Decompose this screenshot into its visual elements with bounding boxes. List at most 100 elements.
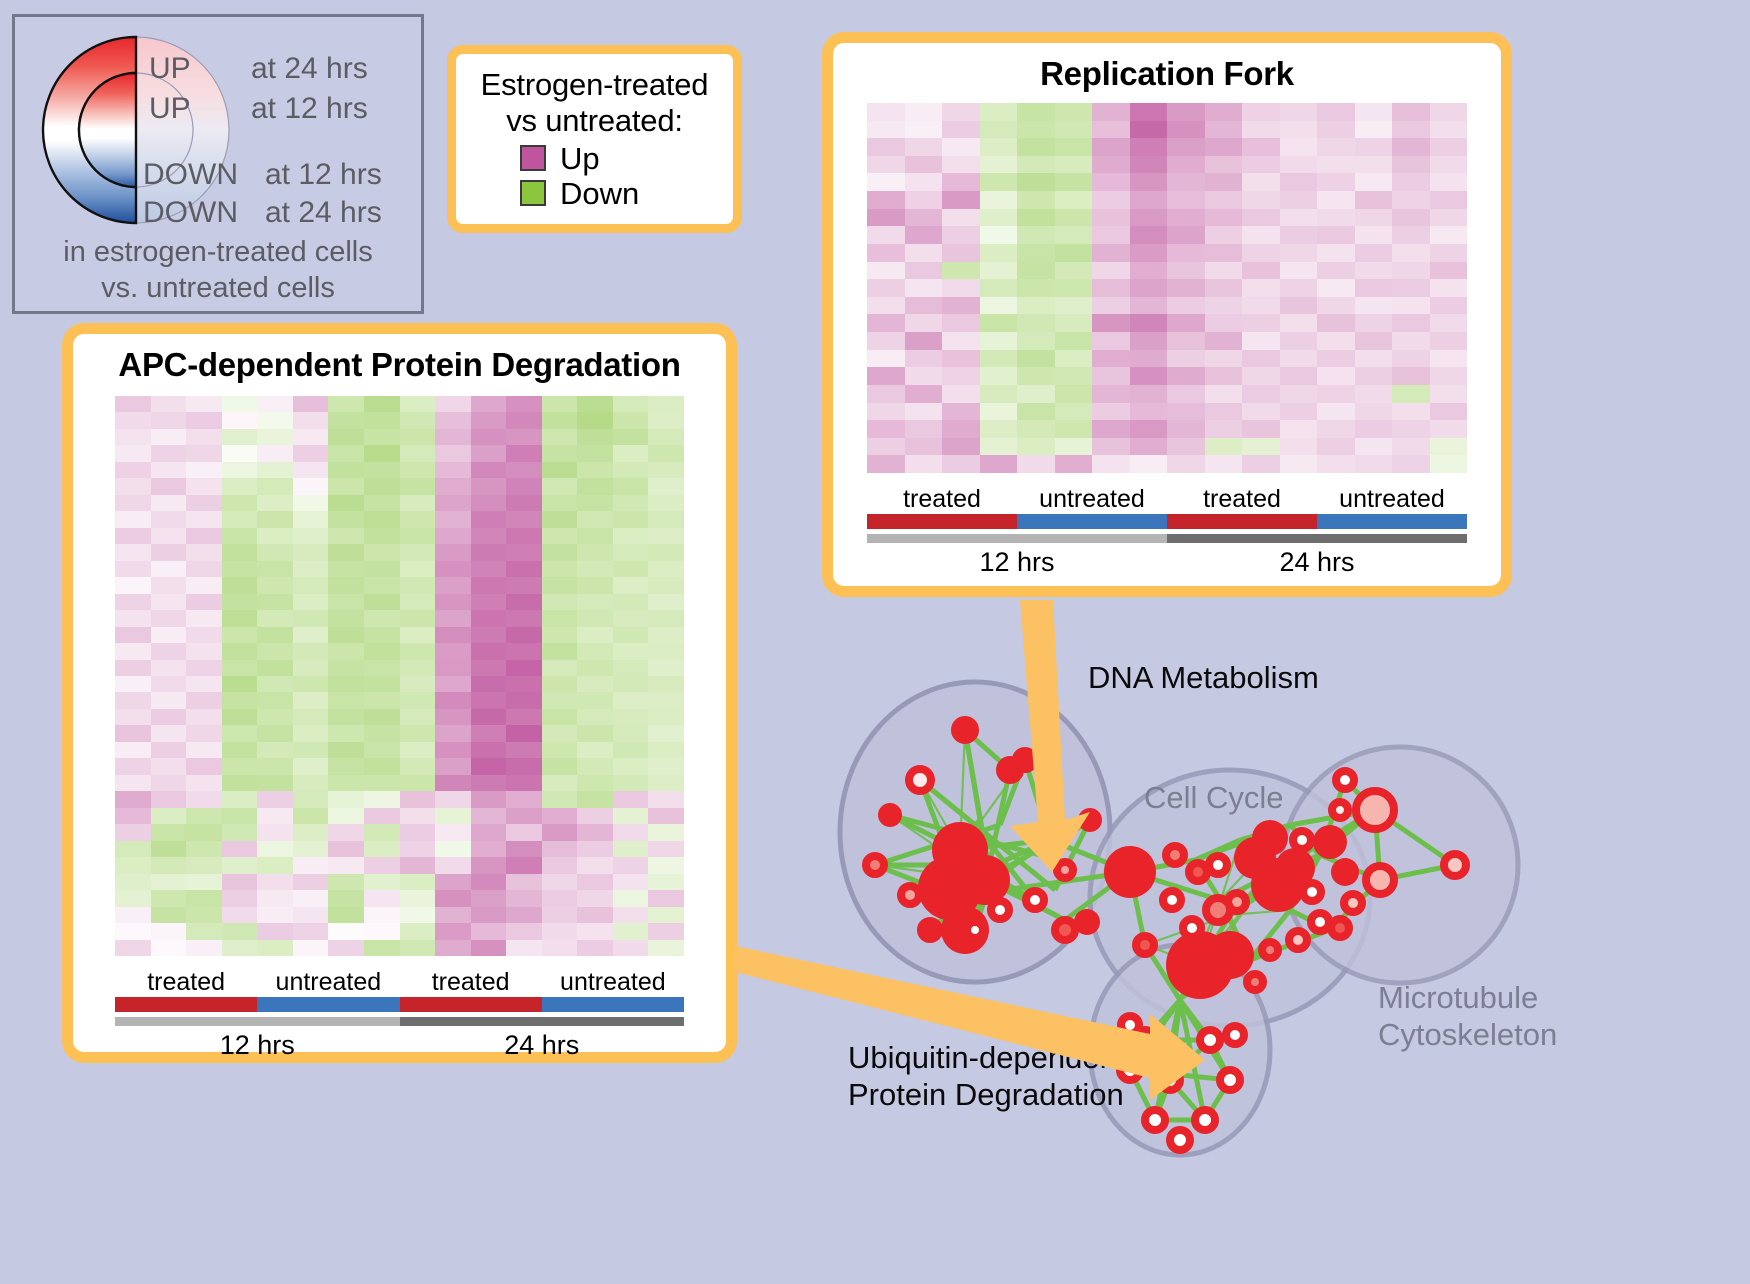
heatmap-cell	[577, 824, 613, 841]
heatmap-cell	[1129, 261, 1167, 280]
heatmap-cell	[506, 741, 542, 759]
time-colorbar-replication-fork	[867, 534, 1467, 543]
condition-colorbar-apc	[115, 997, 684, 1012]
heatmap-cell	[979, 243, 1017, 262]
heatmap-cell	[506, 758, 542, 775]
heatmap-cell	[257, 428, 293, 446]
heatmap-cell	[1392, 191, 1430, 209]
heatmap-cell	[1392, 420, 1430, 438]
heatmap-cell	[399, 692, 436, 709]
heatmap-cell	[1392, 173, 1430, 192]
heatmap-cell	[328, 511, 364, 528]
heatmap-cell	[942, 120, 980, 139]
heatmap-cell	[221, 676, 258, 693]
key-label-up-24: UP	[149, 52, 191, 85]
heatmap-cell	[363, 840, 400, 858]
heatmap-cell	[363, 560, 400, 578]
heatmap-cell	[150, 461, 187, 479]
heatmap-cell	[1429, 402, 1467, 421]
heatmap-cell	[292, 494, 329, 512]
cond-label-1: untreated	[275, 968, 382, 996]
heatmap-cell	[115, 527, 151, 545]
heatmap-cell	[363, 676, 400, 693]
heatmap-cell	[612, 824, 649, 841]
heatmap-cell	[506, 428, 542, 446]
heatmap-cell	[541, 873, 578, 891]
heatmap-cell	[257, 511, 293, 528]
heatmap-cell	[257, 527, 293, 545]
heatmap-cell	[328, 758, 364, 775]
heatmap-cell	[648, 676, 684, 693]
heatmap-cell	[257, 725, 293, 742]
heatmap-cell	[612, 676, 649, 693]
heatmap-cell	[1317, 155, 1355, 174]
key-time-down-12: at 12 hrs	[265, 158, 382, 191]
heatmap-cell	[541, 396, 578, 413]
heatmap-cell	[1354, 420, 1392, 438]
key-time-up-24: at 24 hrs	[251, 52, 368, 85]
heatmap-cell	[1129, 349, 1167, 368]
heatmap-cell	[577, 560, 613, 578]
heatmap-cell	[1392, 226, 1430, 244]
heatmap-cell	[979, 208, 1017, 227]
heatmap-cell	[1092, 261, 1130, 280]
heatmap-cell	[648, 890, 684, 907]
heatmap-cell	[115, 478, 151, 495]
heatmap-cell	[1204, 455, 1242, 473]
heatmap-cell	[257, 906, 293, 924]
heatmap-cell	[1354, 155, 1392, 174]
heatmap-cell	[506, 840, 542, 858]
heatmap-cell	[435, 791, 471, 808]
heatmap-cell	[115, 774, 151, 792]
heatmap-cell	[257, 857, 293, 874]
heatmap-cell	[506, 494, 542, 512]
time-labels-apc: 12 hrs 24 hrs	[115, 1030, 684, 1061]
heatmap-cell	[1204, 155, 1242, 174]
condition-labels-apc: treated untreated treated untreated	[115, 968, 684, 997]
heatmap-cell	[612, 939, 649, 956]
heatmap-cell	[399, 626, 436, 644]
heatmap-cell	[257, 445, 293, 462]
heatmap-cell	[1204, 437, 1242, 456]
bar-time-12	[867, 534, 1167, 543]
heatmap-cell	[1129, 367, 1167, 385]
heatmap-cell	[506, 939, 542, 956]
heatmap-cell	[363, 923, 400, 940]
heatmap-cell	[1317, 384, 1355, 403]
heatmap-cell	[648, 511, 684, 528]
heatmap-cell	[363, 857, 400, 874]
heatmap-cell	[541, 593, 578, 611]
heatmap-cell	[648, 873, 684, 891]
heatmap-cell	[399, 807, 436, 825]
heatmap-cell	[115, 873, 151, 891]
pathway-network-diagram: DNA Metabolism Cell Cycle Microtubule Cy…	[800, 610, 1750, 1279]
heatmap-cell	[577, 643, 613, 660]
heatmap-cell	[470, 758, 507, 775]
heatmap-cell	[1279, 261, 1317, 280]
legend-title: Estrogen-treated vs untreated:	[456, 54, 733, 139]
bar-time-12	[115, 1017, 400, 1026]
heatmap-cell	[470, 692, 507, 709]
heatmap-cell	[1054, 314, 1092, 333]
heatmap-cell	[904, 226, 942, 244]
heatmap-cell	[1279, 349, 1317, 368]
heatmap-cell	[186, 840, 222, 858]
heatmap-cell	[1092, 332, 1130, 350]
heatmap-cell	[867, 314, 905, 333]
heatmap-cell	[150, 659, 187, 676]
heatmap-cell	[363, 741, 400, 759]
heatmap-cell	[1204, 332, 1242, 350]
heatmap-cell	[150, 840, 187, 858]
heatmap-cell	[257, 758, 293, 775]
heatmap-cell	[186, 758, 222, 775]
heatmap-cell	[435, 428, 471, 446]
heatmap-cell	[399, 840, 436, 858]
heatmap-cell	[1392, 279, 1430, 297]
heatmap-cell	[979, 367, 1017, 385]
heatmap-cell	[1429, 437, 1467, 456]
heatmap-cell	[867, 155, 905, 174]
heatmap-cell	[1429, 226, 1467, 244]
heatmap-cell	[1429, 367, 1467, 385]
heatmap-cell	[399, 890, 436, 907]
key-time-up-12: at 12 hrs	[251, 92, 368, 125]
